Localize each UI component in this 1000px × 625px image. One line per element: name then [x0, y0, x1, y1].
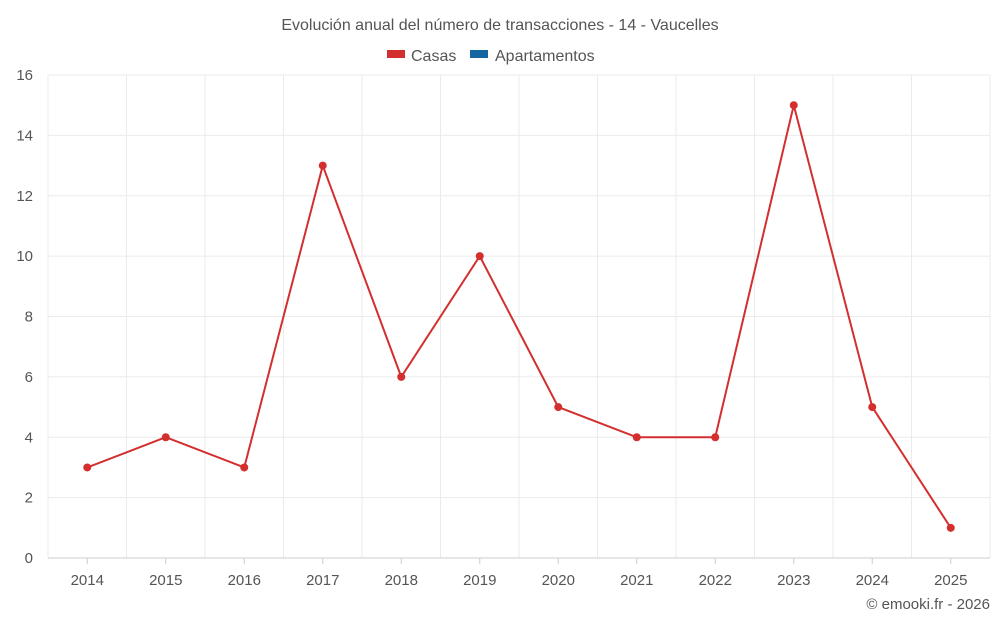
x-tick-label: 2022	[699, 572, 732, 589]
chart-title: Evolución anual del número de transaccio…	[281, 17, 718, 34]
data-point[interactable]	[240, 463, 249, 472]
data-point[interactable]	[868, 403, 877, 412]
data-point[interactable]	[789, 101, 798, 110]
x-axis-ticks: 2014 2015 2016 2017 2018 2019 2020 2021 2022 2023…	[71, 558, 967, 589]
legend-label-apartamentos: Apartamentos	[495, 48, 595, 65]
legend-item-apartamentos[interactable]: Apartamentos	[470, 48, 595, 65]
legend-swatch-apartamentos	[470, 50, 488, 58]
y-axis-ticks: 0 2 4 6 8 10 12 14 16	[16, 67, 33, 567]
legend-label-casas: Casas	[411, 48, 456, 65]
series-line-casas	[86, 104, 952, 529]
data-point[interactable]	[711, 433, 720, 442]
y-tick-label: 10	[16, 248, 33, 265]
series	[83, 101, 955, 532]
y-tick-label: 2	[25, 490, 33, 507]
x-tick-label: 2025	[934, 572, 967, 589]
x-tick-label: 2023	[777, 572, 810, 589]
x-tick-label: 2018	[385, 572, 418, 589]
data-point[interactable]	[554, 403, 563, 412]
credit-text: © emooki.fr - 2026	[866, 596, 990, 613]
y-tick-label: 14	[16, 127, 33, 144]
x-tick-label: 2016	[228, 572, 261, 589]
x-tick-label: 2014	[71, 572, 104, 589]
data-point[interactable]	[397, 372, 406, 381]
x-tick-label: 2017	[306, 572, 339, 589]
y-tick-label: 4	[25, 429, 33, 446]
x-tick-label: 2015	[149, 572, 182, 589]
legend-item-casas[interactable]: Casas	[387, 48, 456, 65]
y-tick-label: 8	[25, 309, 33, 326]
x-tick-label: 2019	[463, 572, 496, 589]
data-point[interactable]	[632, 433, 641, 442]
data-point[interactable]	[161, 433, 170, 442]
data-point[interactable]	[475, 252, 484, 261]
y-tick-label: 16	[16, 67, 33, 84]
data-point[interactable]	[83, 463, 92, 472]
x-tick-label: 2024	[856, 572, 889, 589]
data-point[interactable]	[946, 523, 955, 532]
x-tick-label: 2020	[542, 572, 575, 589]
legend-swatch-casas	[387, 50, 405, 58]
legend[interactable]: Casas Apartamentos	[387, 48, 595, 65]
data-point[interactable]	[318, 161, 327, 170]
x-tick-label: 2021	[620, 572, 653, 589]
y-tick-label: 6	[25, 369, 33, 386]
y-tick-label: 0	[25, 550, 33, 567]
y-tick-label: 12	[16, 188, 33, 205]
